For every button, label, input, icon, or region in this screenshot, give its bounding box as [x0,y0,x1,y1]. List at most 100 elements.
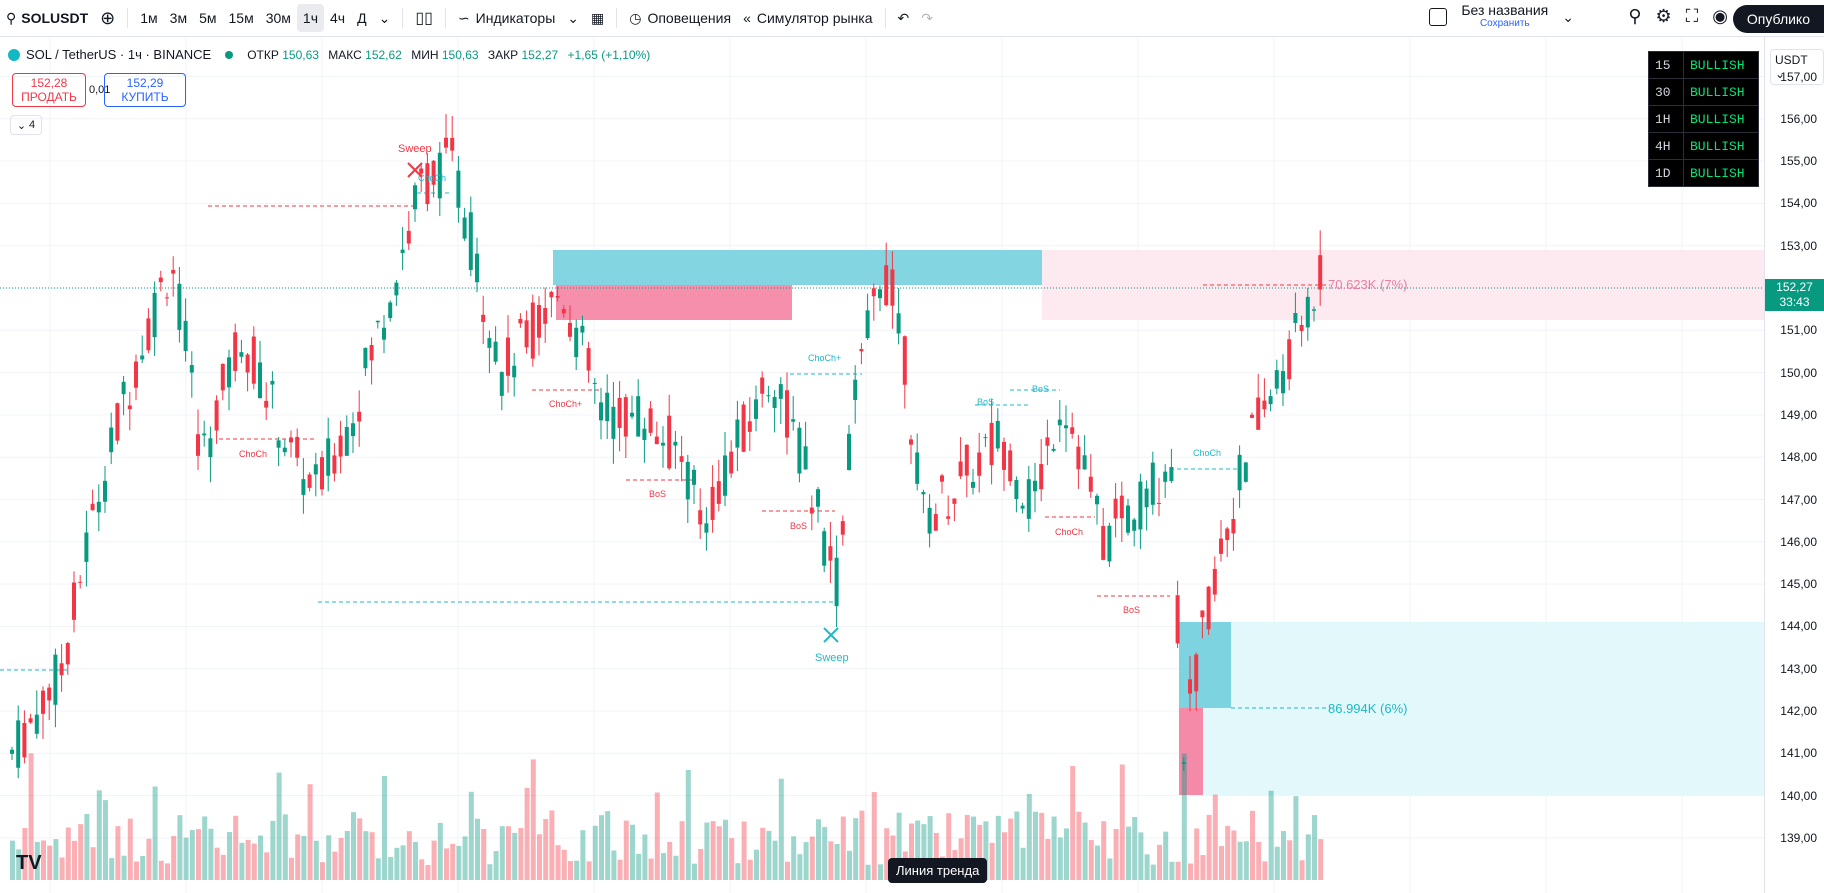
ohlc-values: ОТКР 150,63 МАКС 152,62 МИН 150,63 ЗАКР … [247,48,656,62]
candle-body [1014,480,1019,500]
interval-1m[interactable]: 1м [140,10,158,26]
camera-icon[interactable]: ◉ [1712,6,1728,26]
legend-title[interactable]: SOL / TetherUS · 1ч · BINANCE [26,47,212,62]
volume-bar [797,854,803,880]
volume-bar [983,821,989,880]
order-block-bull [1179,622,1231,708]
currency-selector[interactable]: USDT ⌄ [1770,49,1824,85]
volume-bar [1064,828,1069,880]
templates-button[interactable]: ▦ [585,4,610,32]
candle-body [1144,488,1149,508]
volume-bar [1039,812,1045,880]
candle-body [419,168,424,174]
search-icon: ⚲ [6,9,17,26]
interval-1h[interactable]: 1ч [296,4,325,32]
candle-body [921,492,926,495]
volume-bar [679,821,685,880]
volume-bar [667,841,673,880]
settings-gear-icon[interactable]: ⚙ [1655,6,1672,26]
candle-body [1002,441,1006,470]
chart-canvas[interactable]: Sweep Sweep ChoCh ChoCh ChoCh+ ChoCh+ ChoCh Cho… [0,37,1764,893]
volume-bar [1057,837,1063,880]
state-cell: BULLISH [1683,51,1759,79]
fullscreen-icon[interactable]: ⛶ [1685,6,1699,26]
redo-button[interactable]: ↷ [915,4,939,32]
candle-body [586,348,591,371]
volume-bar [1101,821,1107,880]
candle-body [1132,519,1137,531]
volume-bar [369,832,375,880]
candle-body [1206,586,1211,630]
candle-body [388,302,393,319]
open-value: 150,63 [282,47,319,62]
candle-body [468,212,473,271]
candle-body [115,403,120,441]
volume-bar [1299,860,1305,880]
candle-body [406,230,411,244]
candle-body [828,546,833,561]
volume-bar [735,863,741,880]
price-scale[interactable]: 157,00156,00155,00154,00153,00152,00151,… [1764,37,1824,893]
state-cell: BULLISH [1683,78,1759,106]
undo-button[interactable]: ↶ [892,4,916,32]
candle-body [555,296,560,298]
supply-zone [1042,250,1764,320]
interval-4h[interactable]: 4ч [330,10,346,26]
close-value: 152,27 [521,47,559,62]
volume-bar [1188,863,1193,880]
volume-bar [72,840,77,880]
price-tick-label: 140,00 [1780,788,1817,803]
interval-1d[interactable]: Д [357,10,367,26]
indicators-collapse-button[interactable]: ⌄ 4 [10,115,42,135]
compare-symbol-button[interactable]: ⊕ [94,4,121,32]
candle-body [592,382,597,384]
candle-body [741,404,746,452]
volume-bar [1113,829,1119,880]
chart-type-button[interactable]: ▯▯ [409,4,439,32]
candle-body [605,392,610,422]
candle-body [1157,502,1161,504]
choch-label: ChoCh [418,173,446,183]
buy-button[interactable]: 152,29 КУПИТЬ [104,73,186,107]
interval-5m[interactable]: 5м [199,10,217,26]
volume-bar [146,838,152,880]
volume-bar [276,772,282,880]
tradingview-logo[interactable]: TV [16,852,42,874]
volume-bar [1305,834,1311,880]
volume-bar [351,812,356,880]
candle-body [692,469,696,485]
price-tick-label: 157,00 [1780,69,1817,84]
interval-dropdown[interactable]: ⌄ [373,4,397,32]
candle-body [630,412,634,417]
trend-row: 4H BULLISH [1648,132,1759,160]
candles-icon: ▯▯ [415,10,433,27]
candle-body [772,396,777,408]
layout-save-link[interactable]: Сохранить [1479,18,1530,29]
volume-bar [890,835,896,880]
interval-3m[interactable]: 3м [169,10,188,26]
price-tick-label: 145,00 [1780,577,1817,592]
volume-bar [332,851,338,880]
candle-body [158,277,163,283]
quick-search-icon[interactable]: ⚲ [1628,6,1642,26]
candle-body [357,411,362,422]
indicators-button[interactable]: ∽ Индикаторы [452,4,561,32]
candle-body [295,436,300,458]
interval-30m[interactable]: 30м [265,10,291,26]
indicators-dropdown[interactable]: ⌄ [561,4,585,32]
candle-body [437,152,442,199]
replay-button[interactable]: « Симулятор рынка [737,4,878,32]
chevron-down-icon: ⌄ [567,9,579,26]
layout-name-button[interactable]: Без названия Сохранить ⌄ [1429,3,1574,31]
bos-label: BoS [1032,384,1049,394]
volume-label: 86.994K (6%) [1328,701,1408,716]
chevron-down-icon[interactable]: ⌄ [1562,8,1574,25]
sell-button[interactable]: 152,28 ПРОДАТЬ [12,73,86,107]
alerts-button[interactable]: ◷ Оповещения [623,4,737,32]
candle-body [1082,455,1087,470]
publish-button[interactable]: Опублико [1732,5,1824,33]
interval-15m[interactable]: 15м [228,10,254,26]
symbol-search[interactable]: ⚲ SOLUSDT [0,4,94,32]
volume-bar [611,850,617,880]
candle-body [648,408,653,433]
